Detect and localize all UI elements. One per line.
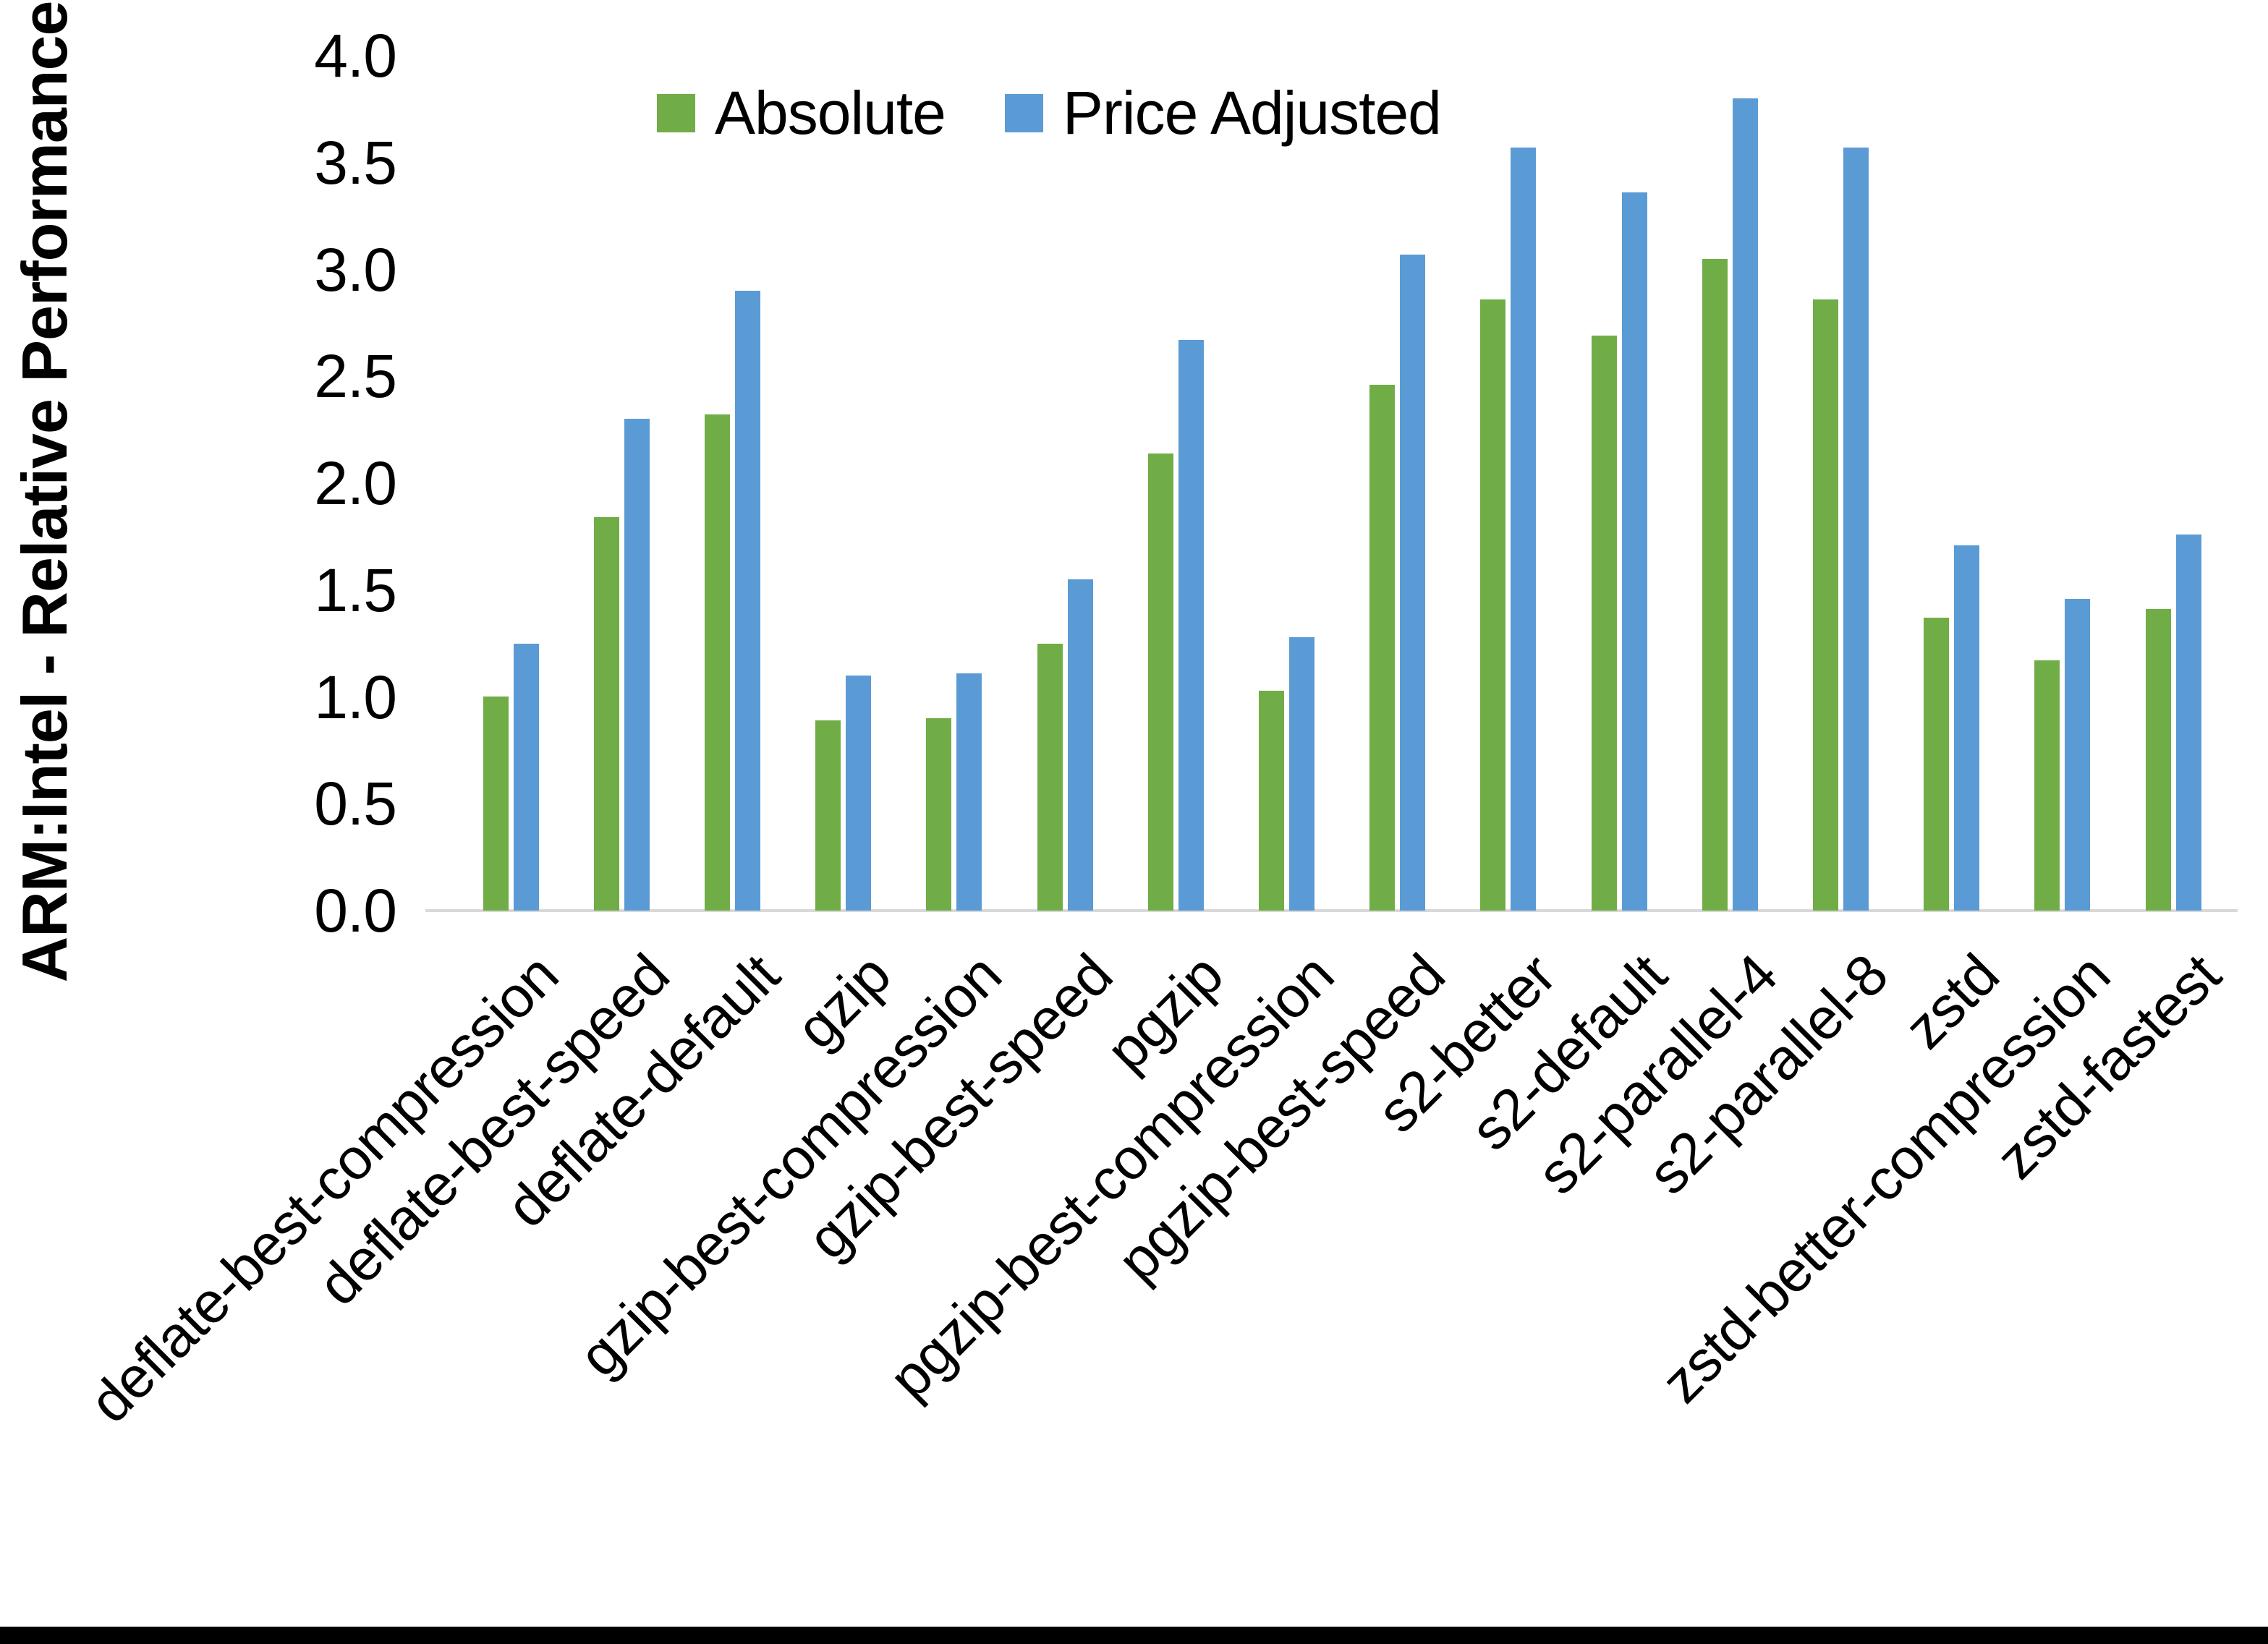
bar-price-adjusted-gzip xyxy=(846,676,872,911)
bar-price-adjusted-s2-better xyxy=(1511,148,1537,911)
bar-price-adjusted-deflate-default xyxy=(734,291,760,911)
y-axis-title: ARM:Intel - Relative Performance xyxy=(9,1,80,983)
y-tick-label: 1.0 xyxy=(314,663,397,731)
legend-item-absolute: Absolute xyxy=(657,78,946,148)
bar-price-adjusted-deflate-best-speed xyxy=(624,419,650,911)
bar-price-adjusted-s2-default xyxy=(1621,192,1647,911)
x-axis-line xyxy=(425,909,2238,912)
y-tick-label: 0.5 xyxy=(314,770,397,838)
bar-price-adjusted-gzip-best-speed xyxy=(1067,579,1093,911)
bar-absolute-gzip-best-compression xyxy=(926,718,952,911)
bar-absolute-deflate-best-compression xyxy=(483,697,509,911)
legend-swatch-price-adjusted xyxy=(1004,94,1043,132)
bottom-border-bar xyxy=(0,1627,2268,1644)
bar-absolute-gzip xyxy=(815,720,841,911)
y-tick-label: 1.5 xyxy=(314,555,397,624)
y-tick-label: 3.0 xyxy=(314,235,397,304)
bar-absolute-pgzip-best-speed xyxy=(1369,385,1396,911)
bar-price-adjusted-s2-parallel-4 xyxy=(1732,98,1758,911)
bar-absolute-pgzip xyxy=(1147,453,1173,911)
y-tick-label: 0.0 xyxy=(314,877,397,945)
bar-price-adjusted-zstd xyxy=(1954,545,1980,911)
legend-swatch-absolute xyxy=(657,94,695,132)
bar-absolute-s2-default xyxy=(1591,336,1617,911)
bar-price-adjusted-gzip-best-compression xyxy=(956,673,982,911)
legend-item-price-adjusted: Price Adjusted xyxy=(1004,78,1442,148)
bar-absolute-s2-better xyxy=(1480,299,1506,911)
bar-absolute-zstd xyxy=(1924,618,1950,911)
y-tick-label: 2.5 xyxy=(314,342,397,411)
bar-price-adjusted-pgzip-best-speed xyxy=(1400,255,1426,911)
bar-price-adjusted-pgzip xyxy=(1178,340,1204,911)
bar-price-adjusted-s2-parallel-8 xyxy=(1843,148,1869,911)
bar-price-adjusted-zstd-better-compression xyxy=(2065,599,2091,911)
chart-legend: Absolute Price Adjusted xyxy=(657,78,1442,148)
bar-absolute-zstd-fastest xyxy=(2145,609,2171,911)
bar-absolute-zstd-better-compression xyxy=(2034,660,2060,911)
bar-absolute-pgzip-best-compression xyxy=(1258,691,1284,911)
bar-price-adjusted-pgzip-best-compression xyxy=(1288,637,1314,911)
y-tick-label: 2.0 xyxy=(314,449,397,517)
bar-price-adjusted-zstd-fastest xyxy=(2175,534,2201,911)
bar-absolute-s2-parallel-4 xyxy=(1702,259,1728,911)
bar-absolute-deflate-best-speed xyxy=(593,517,619,911)
legend-label-absolute: Absolute xyxy=(715,79,946,147)
bar-absolute-gzip-best-speed xyxy=(1037,644,1063,911)
bar-price-adjusted-deflate-best-compression xyxy=(513,644,539,911)
legend-label-price-adjusted: Price Adjusted xyxy=(1062,79,1442,147)
bar-absolute-deflate-default xyxy=(704,414,730,911)
y-tick-label: 4.0 xyxy=(314,22,397,90)
bar-absolute-s2-parallel-8 xyxy=(1812,299,1838,911)
y-tick-label: 3.5 xyxy=(314,128,397,197)
